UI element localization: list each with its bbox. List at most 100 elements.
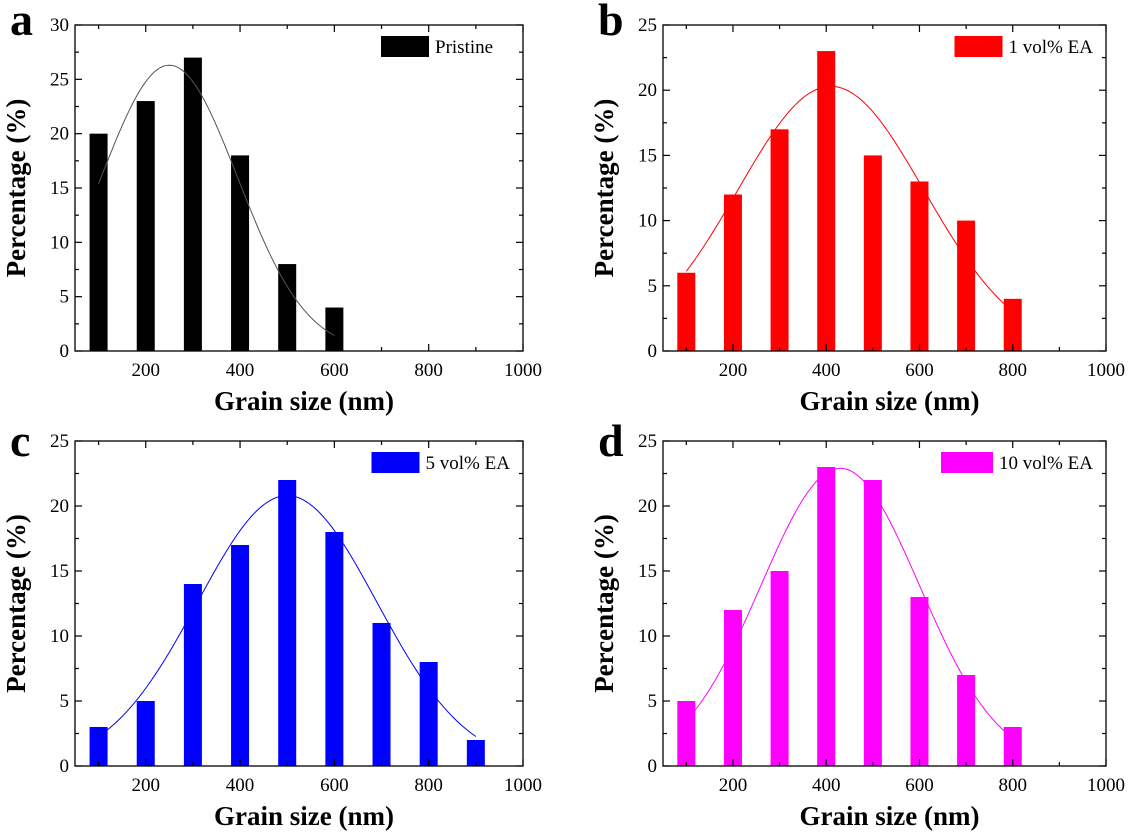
bar-200 (723, 610, 742, 766)
x-tick-label: 600 (905, 775, 934, 796)
y-tick-label: 20 (638, 80, 657, 101)
x-tick-label: 1000 (504, 775, 542, 796)
y-tick-label: 20 (638, 496, 657, 517)
y-tick-label: 10 (50, 232, 69, 253)
x-tick-label: 400 (812, 360, 841, 381)
bar-100 (89, 133, 108, 351)
y-axis-title: Percentage (%) (589, 514, 619, 693)
x-tick-label: 800 (998, 360, 1027, 381)
fit-curve (685, 467, 1014, 739)
bar-300 (770, 129, 789, 351)
y-tick-label: 0 (60, 756, 70, 777)
bar-800 (1003, 298, 1022, 351)
legend-swatch (941, 452, 993, 473)
bar-400 (231, 155, 250, 351)
y-tick-label: 0 (60, 341, 70, 362)
legend-label: 10 vol% EA (999, 453, 1093, 474)
legend-label: 5 vol% EA (426, 453, 511, 474)
legend-label: 1 vol% EA (1009, 37, 1094, 58)
legend-swatch (954, 36, 1003, 57)
y-tick-label: 30 (50, 15, 69, 36)
y-axis-title: Percentage (%) (1, 514, 31, 693)
y-tick-label: 5 (648, 276, 658, 297)
legend-swatch (371, 452, 420, 473)
x-axis-title: Grain size (nm) (214, 801, 394, 831)
fit-curve (98, 495, 477, 737)
x-tick-label: 200 (131, 360, 160, 381)
bar-500 (863, 155, 882, 351)
x-tick-label: 400 (812, 775, 841, 796)
legend-swatch (381, 36, 429, 57)
bar-800 (419, 662, 438, 766)
y-tick-label: 25 (638, 15, 657, 36)
y-tick-label: 10 (50, 626, 69, 647)
x-tick-label: 400 (226, 360, 255, 381)
y-tick-label: 5 (60, 287, 70, 308)
x-tick-label: 800 (414, 775, 443, 796)
x-axis-title: Grain size (nm) (214, 386, 394, 416)
bar-200 (723, 194, 742, 351)
y-tick-label: 10 (638, 626, 657, 647)
x-tick-label: 600 (320, 360, 349, 381)
chart-panel-d: d 200 400 600 800 1000 0 5 10 15 20 25 Grain size (n… (589, 415, 1125, 831)
panel-label: b (598, 0, 624, 45)
y-tick-label: 25 (50, 431, 69, 452)
y-tick-label: 5 (60, 691, 70, 712)
y-tick-label: 15 (638, 145, 657, 166)
x-tick-label: 1000 (1087, 360, 1125, 381)
bar-600 (910, 597, 929, 766)
y-tick-label: 5 (648, 691, 658, 712)
bar-500 (278, 480, 297, 766)
y-axis-title: Percentage (%) (1, 99, 31, 278)
bar-300 (770, 571, 789, 766)
fit-curve (98, 64, 335, 336)
panel-label: d (598, 415, 624, 466)
bar-800 (1003, 727, 1022, 766)
x-axis-title: Grain size (nm) (800, 386, 980, 416)
bar-700 (957, 675, 976, 766)
x-tick-label: 200 (131, 775, 160, 796)
panel-label: a (10, 0, 33, 45)
x-tick-label: 600 (320, 775, 349, 796)
y-tick-label: 15 (638, 561, 657, 582)
bar-200 (136, 101, 155, 351)
chart-panel-b: b 200 400 600 800 1000 0 5 10 15 20 25 Grain size (n… (589, 0, 1125, 416)
bar-600 (910, 181, 929, 351)
y-tick-label: 25 (50, 69, 69, 90)
legend-label: Pristine (435, 37, 493, 58)
y-tick-label: 0 (648, 756, 658, 777)
y-axis-title: Percentage (%) (589, 99, 619, 278)
bar-300 (183, 584, 202, 766)
bar-100 (677, 272, 696, 351)
bar-100 (89, 727, 108, 766)
bar-900 (466, 740, 485, 766)
x-tick-label: 200 (719, 775, 748, 796)
chart-panel-c: c 200 400 600 800 1000 0 5 10 15 20 25 Grain size (n… (1, 415, 542, 831)
chart-panel-a: a 200 400 600 800 1000 0 5 10 15 20 25 30 Grain size … (1, 0, 542, 416)
x-tick-label: 400 (226, 775, 255, 796)
y-tick-label: 20 (50, 496, 69, 517)
bar-400 (817, 51, 836, 352)
bar-400 (817, 467, 836, 766)
bar-200 (136, 701, 155, 766)
panel-label: c (10, 415, 30, 466)
y-tick-label: 0 (648, 341, 658, 362)
bar-500 (278, 264, 297, 351)
bar-600 (325, 532, 344, 766)
bar-700 (957, 220, 976, 351)
bar-700 (372, 623, 391, 766)
y-tick-label: 15 (50, 178, 69, 199)
x-tick-label: 800 (998, 775, 1027, 796)
y-tick-label: 10 (638, 211, 657, 232)
x-tick-label: 1000 (504, 360, 542, 381)
bar-300 (183, 57, 202, 351)
y-tick-label: 25 (638, 431, 657, 452)
bar-100 (677, 701, 696, 766)
bar-600 (325, 307, 344, 351)
x-tick-label: 600 (905, 360, 934, 381)
bar-400 (231, 545, 250, 766)
x-axis-title: Grain size (nm) (800, 801, 980, 831)
x-tick-label: 1000 (1087, 775, 1125, 796)
y-tick-label: 20 (50, 124, 69, 145)
